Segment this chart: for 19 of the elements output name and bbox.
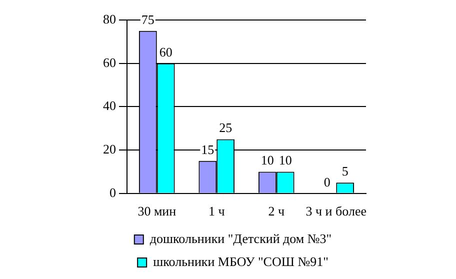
- data-label: 10: [278, 152, 292, 168]
- data-label: 60: [159, 44, 172, 60]
- x-tick-label: 30 мин: [138, 204, 176, 219]
- y-tick-label: 60: [103, 54, 116, 70]
- legend-label: дошкольники "Детский дом №3": [150, 230, 332, 246]
- data-label: 75: [141, 12, 154, 27]
- data-label: 10: [260, 152, 274, 168]
- x-tick-label: 3 ч и более: [306, 204, 367, 219]
- legend-label: школьники МБОУ "СОШ №91": [153, 254, 328, 269]
- x-tick-label: 1 ч: [208, 204, 226, 219]
- x-tick-label: 2 ч: [268, 204, 285, 219]
- data-label: 5: [342, 163, 348, 178]
- y-tick-label: 0: [110, 184, 116, 200]
- y-tick-label: 40: [103, 98, 116, 114]
- data-label: 25: [219, 120, 232, 136]
- data-label: 0: [324, 174, 330, 190]
- y-tick-label: 20: [103, 141, 116, 156]
- y-tick-label: 80: [103, 11, 116, 26]
- data-label: 15: [201, 142, 214, 157]
